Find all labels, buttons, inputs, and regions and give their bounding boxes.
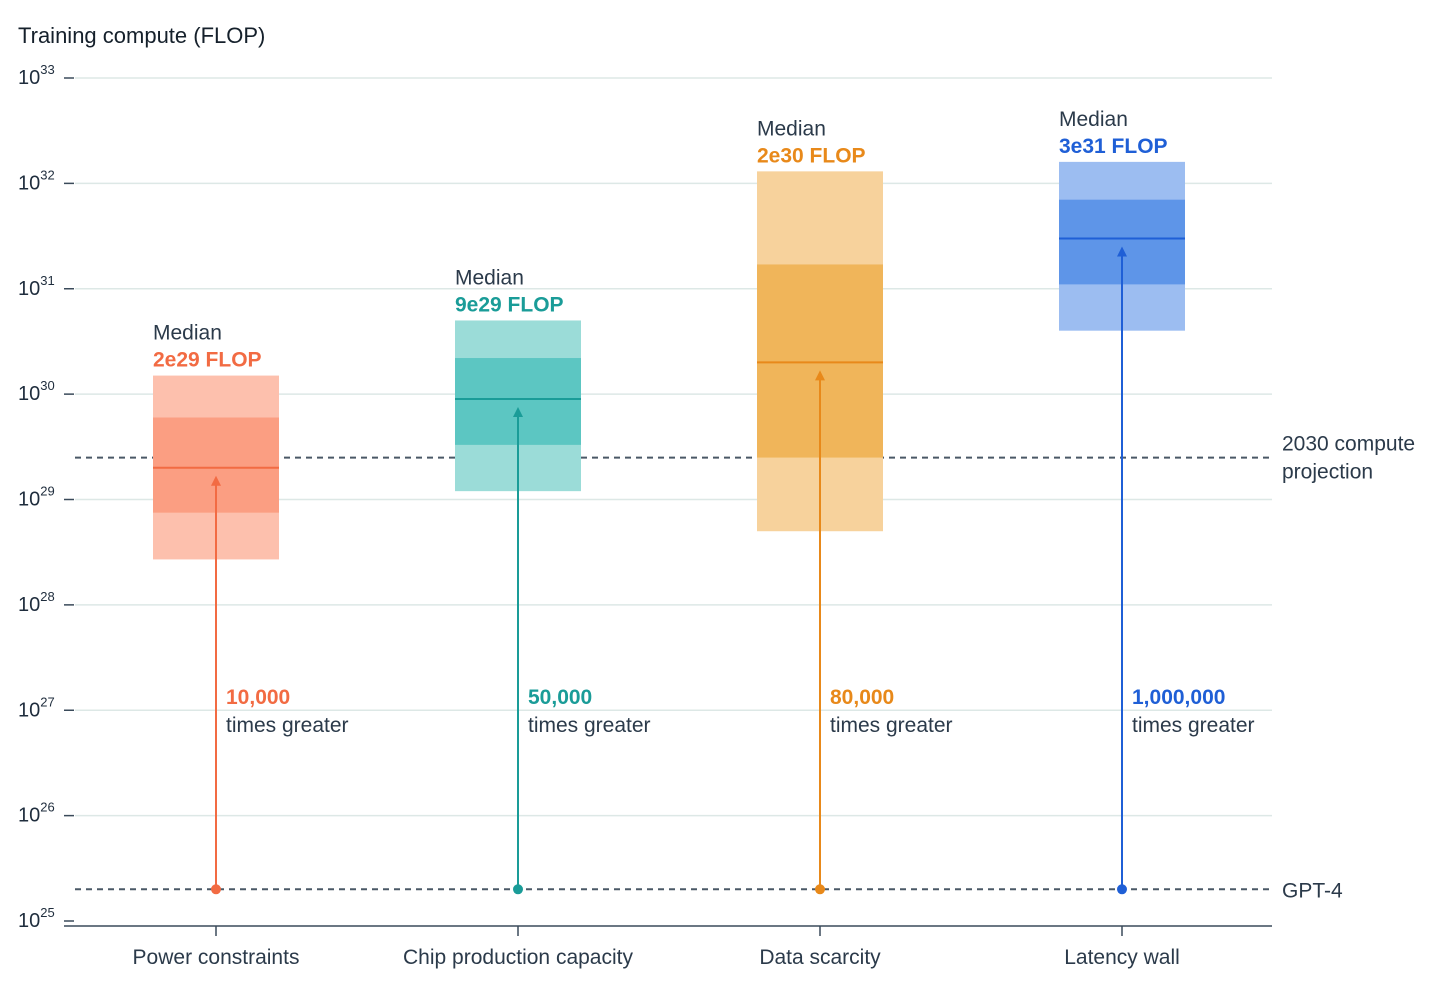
y-tick-label: 1026 xyxy=(18,800,55,827)
arrow-origin-dot xyxy=(815,884,825,895)
ratio-value-label: 10,000 xyxy=(226,686,290,709)
ratio-text-label: times greater xyxy=(1132,714,1255,737)
x-category-label: Latency wall xyxy=(1064,946,1180,969)
arrow-head xyxy=(513,406,523,417)
arrow-origin-dot xyxy=(211,884,221,895)
median-caption: Median xyxy=(455,266,524,289)
x-category-label: Chip production capacity xyxy=(403,946,633,969)
ratio-text-label: times greater xyxy=(226,714,349,737)
y-tick-label: 1033 xyxy=(18,62,55,89)
y-tick-label: 1032 xyxy=(18,167,55,194)
median-caption: Median xyxy=(757,117,826,140)
median-value-label: 9e29 FLOP xyxy=(455,293,564,316)
median-value-label: 2e29 FLOP xyxy=(153,349,262,372)
y-tick-label: 1031 xyxy=(18,273,55,300)
ratio-text-label: times greater xyxy=(528,714,651,737)
ratio-text-label: times greater xyxy=(830,714,953,737)
arrow-head xyxy=(1117,246,1127,257)
reference-line-label: GPT-4 xyxy=(1282,879,1343,902)
reference-line-label: projection xyxy=(1282,461,1373,484)
x-category-label: Data scarcity xyxy=(759,946,881,969)
x-axis: Power constraints Chip production capacit… xyxy=(64,925,1272,969)
range-box-group: Median 3e31 FLOP 1,000,000 times greater xyxy=(1059,108,1255,895)
arrow-origin-dot xyxy=(513,884,523,895)
ratio-value-label: 50,000 xyxy=(528,686,592,709)
median-value-label: 2e30 FLOP xyxy=(757,144,866,167)
reference-lines: 2030 compute projection GPT-4 xyxy=(75,433,1415,902)
y-tick-label: 1027 xyxy=(18,694,55,721)
range-box-group: Median 2e29 FLOP 10,000 times greater xyxy=(153,322,349,895)
median-caption: Median xyxy=(1059,108,1128,131)
x-category-label: Power constraints xyxy=(133,946,300,969)
ratio-value-label: 1,000,000 xyxy=(1132,686,1225,709)
y-tick-label: 1025 xyxy=(18,905,55,932)
arrow-head xyxy=(815,370,825,381)
arrow-head xyxy=(211,475,221,486)
reference-line-label: 2030 compute xyxy=(1282,433,1415,456)
y-tick-label: 1030 xyxy=(18,378,55,405)
y-axis-title: Training compute (FLOP) xyxy=(18,23,265,48)
range-box-group: Median 2e30 FLOP 80,000 times greater xyxy=(757,117,953,895)
y-tick-label: 1029 xyxy=(18,484,55,511)
range-box-group: Median 9e29 FLOP 50,000 times greater xyxy=(455,266,651,895)
y-tick-label: 1028 xyxy=(18,589,55,616)
arrow-origin-dot xyxy=(1117,884,1127,895)
median-caption: Median xyxy=(153,322,222,345)
ratio-value-label: 80,000 xyxy=(830,686,894,709)
median-value-label: 3e31 FLOP xyxy=(1059,135,1168,158)
y-axis-ticks: 1025 1026 1027 1028 1029 1030 1031 1032 1033 xyxy=(18,62,74,932)
